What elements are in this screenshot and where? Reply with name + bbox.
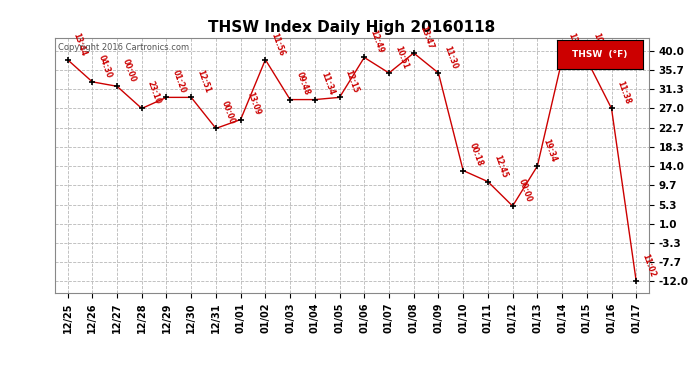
Text: 12:49: 12:49	[368, 29, 385, 55]
Text: 13:47: 13:47	[418, 24, 435, 50]
Text: 10:24: 10:24	[591, 31, 608, 57]
Text: 13:44: 13:44	[72, 31, 88, 57]
Text: 11:30: 11:30	[442, 45, 460, 70]
Text: 11:34: 11:34	[319, 71, 336, 97]
Text: 11:02: 11:02	[640, 253, 657, 279]
Text: 10:51: 10:51	[393, 45, 410, 70]
Text: 11:56: 11:56	[270, 31, 286, 57]
Text: 00:18: 00:18	[467, 142, 484, 168]
Text: 12:45: 12:45	[492, 153, 509, 179]
Text: 13:06: 13:06	[566, 31, 583, 57]
Text: 19:34: 19:34	[542, 138, 558, 164]
Text: Copyright 2016 Cartronics.com: Copyright 2016 Cartronics.com	[58, 43, 189, 52]
Text: 12:15: 12:15	[344, 69, 360, 94]
Text: 04:30: 04:30	[97, 53, 113, 79]
Text: 00:00: 00:00	[220, 100, 237, 126]
Text: 00:00: 00:00	[517, 177, 533, 203]
Text: 09:48: 09:48	[294, 71, 311, 97]
Text: 00:00: 00:00	[121, 58, 138, 84]
Text: 01:20: 01:20	[170, 69, 188, 94]
Title: THSW Index Daily High 20160118: THSW Index Daily High 20160118	[208, 20, 495, 35]
Text: 11:38: 11:38	[615, 80, 633, 106]
Text: 23:10: 23:10	[146, 80, 163, 106]
Text: 12:51: 12:51	[195, 69, 212, 94]
Text: 13:09: 13:09	[245, 91, 262, 117]
